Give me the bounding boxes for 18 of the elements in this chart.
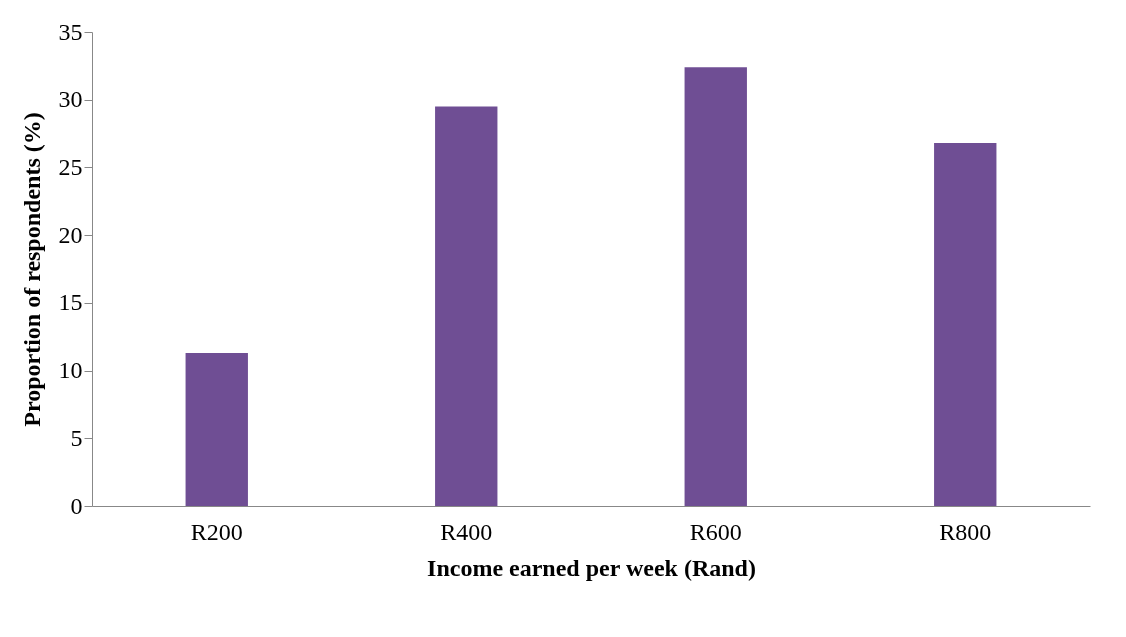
y-tick-label: 30 — [58, 86, 83, 113]
bar — [185, 352, 248, 506]
x-axis-title: Income earned per week (Rand) — [427, 554, 756, 581]
bar — [435, 106, 498, 506]
x-tick-label: R800 — [939, 518, 992, 545]
y-tick-label: 15 — [58, 289, 83, 316]
x-tick-label: R600 — [689, 518, 742, 545]
y-axis-title: Proportion of respondents (%) — [18, 112, 45, 427]
y-tick-label: 0 — [70, 492, 83, 519]
y-tick-label: 5 — [70, 424, 83, 451]
bar — [684, 67, 747, 506]
y-tick-label: 35 — [58, 18, 83, 45]
bar — [934, 143, 997, 506]
x-tick-label: R200 — [190, 518, 243, 545]
x-tick-label: R400 — [440, 518, 493, 545]
y-tick-label: 20 — [58, 221, 83, 248]
y-tick-label: 10 — [58, 357, 83, 384]
y-tick-label: 25 — [58, 153, 83, 180]
